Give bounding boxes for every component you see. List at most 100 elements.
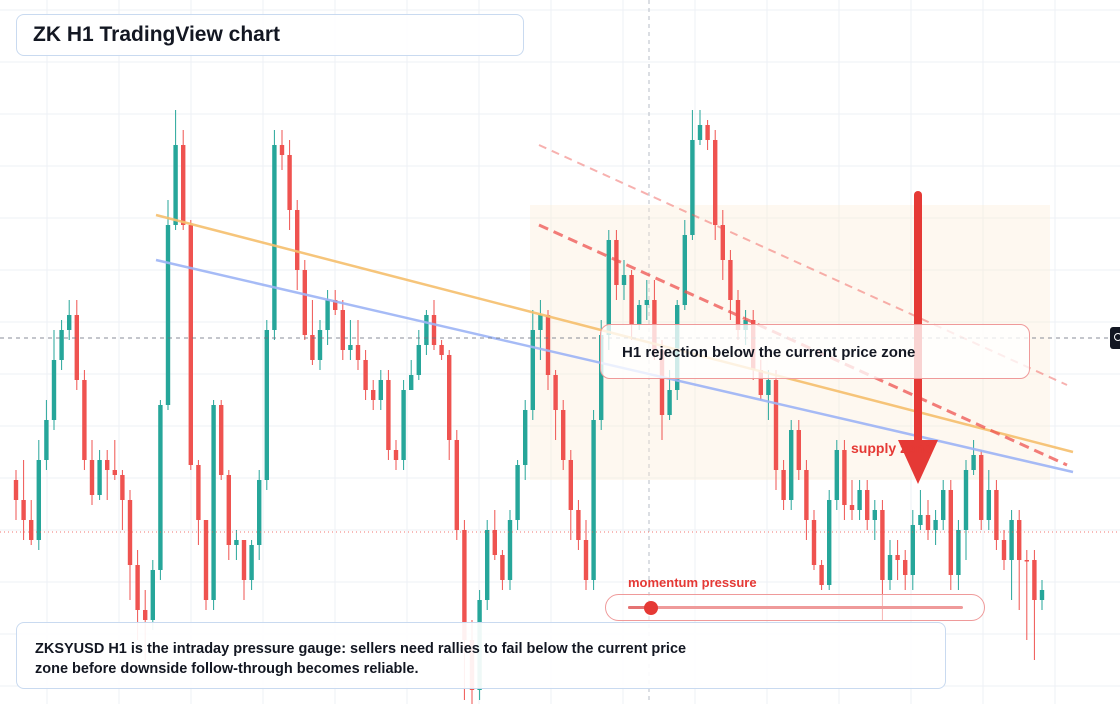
candle-body [454,440,459,530]
candle-body [295,210,300,270]
candle-body [576,510,581,540]
candle-body [872,510,877,520]
candle-body [637,305,642,325]
candle-body [424,315,429,345]
candle-body [766,380,771,395]
candle-body [44,420,49,460]
candle-body [127,500,133,565]
candle-body [606,240,611,335]
candle-body [735,300,741,330]
candle-body [447,355,452,440]
candle-body [849,505,855,510]
candle-body [1039,590,1045,600]
candle-body [1001,540,1007,560]
candle-body [173,145,178,225]
candle-body [910,525,915,575]
candle-body [697,125,703,140]
candle-body [811,520,817,565]
candle-body [234,540,239,545]
candle-body [325,300,330,330]
momentum-gauge-fill [628,606,652,609]
candle-body [713,140,718,225]
candle-body [667,390,672,415]
candle-body [36,460,41,540]
candle-body [29,520,34,540]
candle-body [880,510,885,580]
candle-body [948,490,953,575]
candle-body [226,475,231,545]
candle-body [211,405,216,600]
candle-body [621,275,627,285]
candle-body [82,380,87,460]
momentum-gauge-track [628,606,963,609]
candle-body [150,570,155,620]
candle-body [143,610,148,620]
candle-body [181,145,186,225]
candle-body [804,470,809,520]
candle-body [925,515,931,530]
price-levels-layer [0,337,1120,533]
candle-body [67,315,72,330]
candle-body [583,540,589,580]
candle-body [112,470,117,475]
candle-body [371,390,376,400]
candle-body [363,360,368,390]
candle-body [219,405,224,475]
candle-body [355,345,361,360]
candle-body [188,225,193,465]
candle-body [895,555,900,560]
candle-body [758,370,763,395]
candle-body [279,145,285,155]
rejection-callout: H1 rejection below the current price zon… [600,324,1030,379]
candle-body [431,315,437,345]
candle-body [796,430,801,470]
analysis-note: ZKSYUSD H1 is the intraday pressure gaug… [16,622,946,689]
candles-layer [13,110,1045,704]
candle-body [568,460,573,510]
bearish-arrow [898,191,938,484]
candle-body [591,420,596,580]
candle-body [1032,560,1037,600]
candle-body [644,300,649,305]
candle-body [720,225,725,260]
candle-body [515,465,520,520]
chart-title: ZK H1 TradingView chart [16,14,524,56]
candle-body [272,145,277,330]
candle-body [857,490,862,510]
candle-body [773,380,779,470]
candle-body [705,125,710,140]
candle-body [249,545,254,580]
candle-body [492,530,497,555]
candle-body [941,490,946,520]
candle-body [310,335,315,360]
candle-body [538,315,543,330]
momentum-label: momentum pressure [628,575,757,590]
candle-body [51,360,57,420]
candle-body [1024,560,1029,562]
candle-body [333,300,338,310]
candle-body [682,235,687,305]
arrow-head [898,440,938,484]
candle-body [74,315,79,380]
candle-body [956,530,961,575]
candle-body [378,380,383,400]
candle-body [827,500,832,585]
candle-body [386,380,391,450]
candle-body [614,240,619,285]
candle-body [135,565,140,610]
candle-body [561,410,566,460]
candle-body [599,335,604,420]
candle-body [439,345,444,355]
candle-body [302,270,307,335]
candle-body [287,155,292,210]
candle-body [789,430,794,500]
momentum-gauge [605,594,985,621]
candle-body [317,330,323,360]
candle-body [728,260,733,300]
candle-body [887,555,893,580]
candle-body [507,520,513,580]
price-scale-marker[interactable] [1110,327,1120,349]
candle-body [979,455,984,520]
candle-body [690,140,695,235]
analysis-note-text: ZKSYUSD H1 is the intraday pressure gaug… [35,641,687,677]
